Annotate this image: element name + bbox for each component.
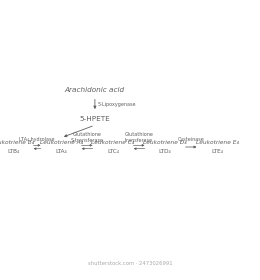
Text: Leukotriene C₄: Leukotriene C₄	[92, 140, 135, 145]
Text: Leukotriene D₄: Leukotriene D₄	[143, 140, 187, 145]
Text: shutterstock.com · 2473026991: shutterstock.com · 2473026991	[88, 261, 172, 266]
Text: 5-Lipoxygenase: 5-Lipoxygenase	[98, 102, 136, 107]
Text: Arachidonic acid: Arachidonic acid	[65, 87, 125, 93]
Text: LTD₄: LTD₄	[159, 149, 172, 154]
Text: Cysteinase: Cysteinase	[178, 137, 204, 142]
Text: LTB₄: LTB₄	[7, 149, 19, 154]
Text: Leukotriene A₄: Leukotriene A₄	[40, 140, 83, 145]
Text: Leukotriene E₄: Leukotriene E₄	[196, 140, 238, 145]
Text: Glutathione
S-transferase: Glutathione S-transferase	[71, 132, 103, 143]
Text: LTC₄: LTC₄	[107, 149, 119, 154]
Text: 5-HPETE: 5-HPETE	[80, 116, 110, 122]
Text: Leukotriene B₄: Leukotriene B₄	[0, 140, 35, 145]
Text: LTA₄: LTA₄	[55, 149, 67, 154]
Text: LTE₄: LTE₄	[211, 149, 223, 154]
Text: LTA₄ hydrolase: LTA₄ hydrolase	[19, 137, 55, 142]
Text: Glutathione
transferase: Glutathione transferase	[125, 132, 154, 143]
